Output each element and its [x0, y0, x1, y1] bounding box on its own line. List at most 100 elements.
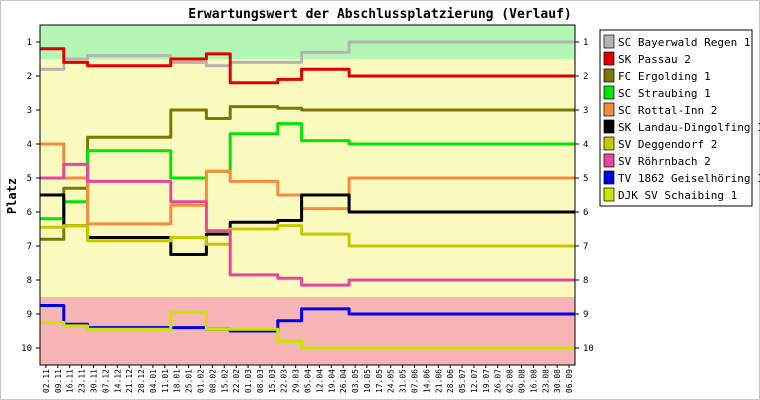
legend-swatch-6	[603, 119, 615, 134]
y-tick-label-right: 3	[583, 106, 588, 116]
x-tick-label: 28.12	[137, 369, 146, 393]
x-tick-label: 22.03	[280, 369, 289, 393]
y-tick-label-left: 1	[27, 38, 32, 48]
x-tick-label: 17.05	[375, 369, 384, 393]
series-line-10	[40, 310, 575, 350]
x-tick-label: 15.02	[220, 369, 229, 393]
x-tick-label: 18.01	[173, 369, 182, 393]
x-tick-label: 21.12	[125, 369, 134, 393]
x-tick-label: 07.12	[101, 369, 110, 393]
y-tick-label-right: 9	[583, 310, 588, 320]
y-ticks-right: 1 2 3 4 5 6 7 8 9 10	[575, 38, 594, 354]
x-tick-label: 06.09	[565, 369, 574, 393]
x-tick-label: 21.06	[434, 369, 443, 393]
x-tick-label: 05.04	[304, 369, 313, 393]
legend-box	[599, 29, 753, 207]
x-ticks: 02.11 09.11 16.11 23.11 30.11 07.12 14.12 21.12…	[42, 365, 574, 393]
y-tick-label-right: 2	[583, 72, 588, 82]
legend-label-4: SC Straubing 1	[618, 87, 711, 100]
x-tick-label: 09.08	[518, 369, 527, 393]
x-tick-label: 19.04	[327, 369, 336, 393]
y-tick-label-left: 9	[27, 310, 32, 320]
legend-swatch-10	[603, 187, 615, 202]
y-ticks-left: 1 2 3 4 5 6 7 8 9 10	[21, 38, 40, 354]
y-tick-label-left: 5	[27, 174, 32, 184]
y-tick-label-left: 6	[27, 208, 32, 218]
x-tick-label: 23.11	[78, 369, 87, 393]
legend-label-1: SC Bayerwald Regen 1	[618, 36, 750, 49]
zone-band-3	[40, 297, 575, 365]
legend-swatch-1	[603, 34, 615, 49]
series-lines	[40, 40, 575, 350]
x-tick-label: 26.04	[339, 369, 348, 393]
legend-swatch-3	[603, 68, 615, 83]
legend-swatch-8	[603, 153, 615, 168]
y-tick-label-right: 1	[583, 38, 588, 48]
y-tick-label-left: 8	[27, 276, 32, 286]
x-tick-label: 12.04	[315, 369, 324, 393]
legend-label-9: TV 1862 Geiselhöring 1	[618, 172, 760, 185]
legend-swatch-4	[603, 85, 615, 100]
x-tick-label: 03.05	[351, 369, 360, 393]
x-tick-label: 12.07	[470, 369, 479, 393]
x-tick-label: 25.01	[185, 369, 194, 393]
series-line-5	[40, 142, 575, 226]
y-tick-label-right: 5	[583, 174, 588, 184]
x-tick-label: 31.05	[399, 369, 408, 393]
y-tick-label-right: 6	[583, 208, 588, 218]
series-line-4	[40, 122, 575, 221]
legend-label-5: SC Rottal-Inn 2	[618, 104, 717, 117]
chart-title: Erwartungswert der Abschlussplatzierung …	[188, 7, 572, 22]
legend-label-10: DJK SV Schaibing 1	[618, 189, 737, 202]
legend-label-6: SK Landau-Dingolfing 1	[618, 121, 760, 134]
x-tick-label: 08.02	[208, 369, 217, 393]
x-tick-label: 26.07	[494, 369, 503, 393]
y-axis-label: Platz	[5, 178, 19, 214]
y-tick-label-right: 4	[583, 140, 588, 150]
x-tick-label: 16.08	[529, 369, 538, 393]
x-tick-label: 19.07	[482, 369, 491, 393]
x-tick-label: 24.05	[387, 369, 396, 393]
legend-swatch-2	[603, 51, 615, 66]
x-tick-label: 22.02	[232, 369, 241, 393]
x-tick-label: 10.05	[363, 369, 372, 393]
legend-swatch-9	[603, 170, 615, 185]
legend: SC Bayerwald Regen 1 SK Passau 2 FC Ergold…	[599, 29, 760, 207]
x-tick-label: 08.03	[256, 369, 265, 393]
x-tick-label: 29.03	[292, 369, 301, 393]
x-tick-label: 02.11	[42, 369, 51, 393]
series-line-2	[40, 47, 575, 85]
legend-label-8: SV Röhrnbach 2	[618, 155, 711, 168]
x-tick-label: 02.08	[506, 369, 515, 393]
y-tick-label-left: 10	[21, 344, 32, 354]
series-line-6	[40, 193, 575, 256]
x-tick-label: 23.08	[541, 369, 550, 393]
series-line-3	[40, 105, 575, 241]
y-tick-label-right: 7	[583, 242, 588, 252]
x-tick-label: 15.03	[268, 369, 277, 393]
legend-swatch-5	[603, 102, 615, 117]
x-tick-label: 30.08	[553, 369, 562, 393]
y-tick-label-left: 3	[27, 106, 32, 116]
x-tick-label: 01.02	[197, 369, 206, 393]
x-tick-label: 30.11	[90, 369, 99, 393]
x-tick-label: 09.11	[54, 369, 63, 393]
x-tick-label: 05.07	[458, 369, 467, 393]
y-tick-label-left: 4	[27, 140, 32, 150]
legend-label-7: SV Deggendorf 2	[618, 138, 717, 151]
series-line-7	[40, 224, 575, 248]
series-line-8	[40, 162, 575, 287]
series-line-1	[40, 40, 575, 71]
x-tick-label: 14.06	[422, 369, 431, 393]
y-tick-label-right: 8	[583, 276, 588, 286]
legend-label-2: SK Passau 2	[618, 53, 691, 66]
x-tick-label: 14.12	[113, 369, 122, 393]
x-tick-label: 01.03	[244, 369, 253, 393]
y-tick-label-left: 2	[27, 72, 32, 82]
x-tick-label: 28.06	[446, 369, 455, 393]
y-tick-label-right: 10	[583, 344, 594, 354]
series-line-9	[40, 304, 575, 333]
x-tick-label: 11.01	[161, 369, 170, 393]
x-tick-label: 16.11	[66, 369, 75, 393]
